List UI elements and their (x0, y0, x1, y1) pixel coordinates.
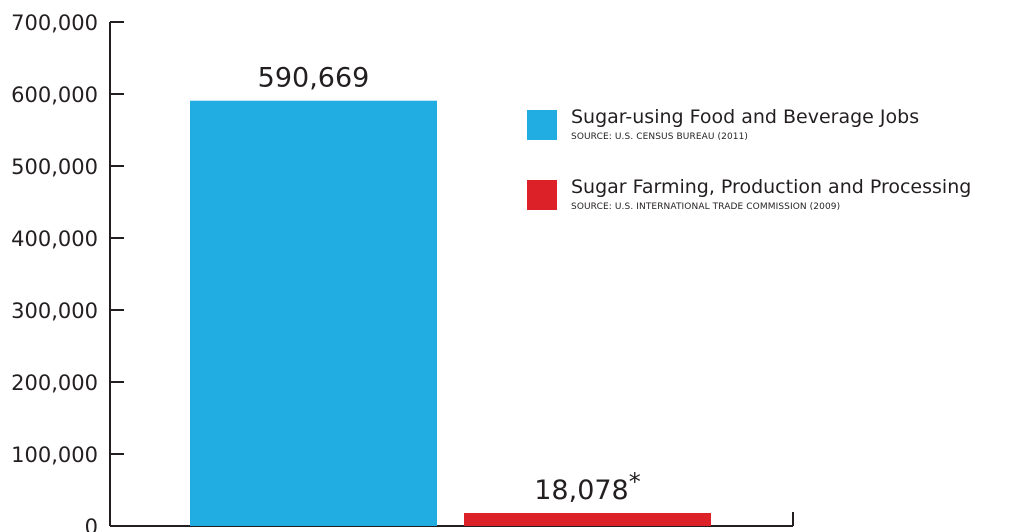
y-tick-label: 400,000 (11, 227, 98, 251)
legend-label: Sugar Farming, Production and Processing (571, 176, 972, 198)
y-tick-label: 300,000 (11, 299, 98, 323)
y-tick-label: 200,000 (11, 371, 98, 395)
y-tick-label: 700,000 (11, 11, 98, 35)
y-axis-ticks: 0 100,000 200,000 300,000 400,000 500,000 600,… (11, 11, 124, 532)
y-tick-label: 0 (85, 515, 98, 532)
data-labels: 590,669 18,078* (258, 63, 641, 506)
legend-swatch-red (527, 180, 557, 210)
y-tick-label: 500,000 (11, 155, 98, 179)
legend-source: SOURCE: U.S. CENSUS BUREAU (2011) (571, 132, 749, 142)
data-label: 590,669 (258, 63, 370, 94)
bar (464, 512, 711, 526)
y-tick-label: 600,000 (11, 83, 98, 107)
legend-source: SOURCE: U.S. INTERNATIONAL TRADE COMMISS… (571, 202, 841, 212)
y-tick-label: 100,000 (11, 443, 98, 467)
data-label: 18,078* (534, 468, 640, 506)
bar (190, 100, 437, 526)
bars (190, 100, 711, 526)
legend-swatch-blue (527, 110, 557, 140)
legend-label: Sugar-using Food and Beverage Jobs (571, 106, 920, 128)
